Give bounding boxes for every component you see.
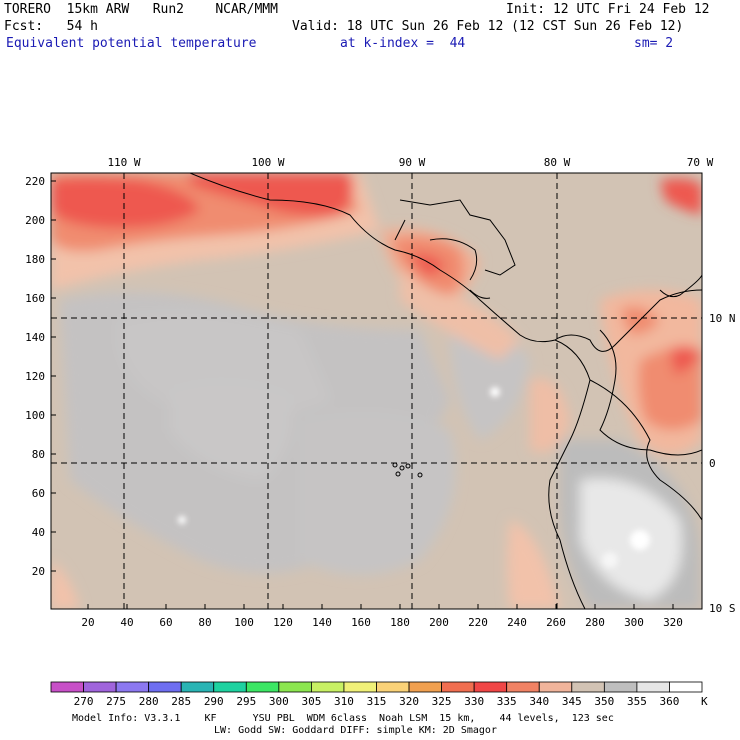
forecast-hour: Fcst: 54 h [4,19,98,34]
colorbar-label: 315 [367,695,387,708]
colorbar-label: 330 [464,695,484,708]
colorbar-label: 295 [236,695,256,708]
colorbar-label: 300 [269,695,289,708]
bottom-label-160: 160 [351,616,371,629]
colorbar-unit: K [701,695,708,708]
bottom-label-20: 20 [81,616,94,629]
bottom-label-180: 180 [390,616,410,629]
colorbar-swatch [278,681,312,693]
right-label-10n: 10 N [709,312,736,325]
colorbar-swatch [408,681,442,693]
bottom-label-280: 280 [585,616,605,629]
top-label-100w: 100 W [251,156,284,169]
bottom-label-200: 200 [429,616,449,629]
top-label-90w: 90 W [399,156,426,169]
colorbar-swatch [148,681,182,693]
colorbar-label: 290 [204,695,224,708]
bottom-label-260: 260 [546,616,566,629]
left-label-60: 60 [32,487,45,500]
right-label-10s: 10 S [709,602,736,615]
colorbar: 270 275 280 285 290 295 300 305 310 315 320 325 330 3… [50,681,703,708]
right-label-0: 0 [709,457,716,470]
colorbar-label: 310 [334,695,354,708]
coastlines [189,173,702,609]
colorbar-swatch [213,681,247,693]
colorbar-label: 275 [106,695,126,708]
smoothing: sm= 2 [634,36,674,51]
left-label-160: 160 [25,292,45,305]
colorbar-label: 280 [139,695,159,708]
colorbar-swatch [376,681,410,693]
colorbar-swatch [636,681,670,693]
colorbar-label: 325 [432,695,452,708]
colorbar-swatch [441,681,475,693]
left-label-180: 180 [25,253,45,266]
model-title: TORERO 15km ARW Run2 NCAR/MMM [4,2,278,17]
colorbar-label: 360 [660,695,680,708]
left-label-200: 200 [25,214,45,227]
colorbar-swatch [115,681,150,693]
colorbar-swatch [473,681,508,693]
colorbar-label: 285 [171,695,191,708]
left-ticks [51,180,56,572]
colorbar-swatch [83,681,117,693]
colorbar-swatch [245,681,280,693]
left-label-40: 40 [32,526,45,539]
top-label-70w: 70 W [687,156,714,169]
k-index: at k-index = 44 [340,36,466,51]
colorbar-swatch [343,681,377,693]
colorbar-label: 305 [301,695,321,708]
colorbar-swatch [180,681,215,693]
colorbar-swatch [310,681,345,693]
left-label-140: 140 [25,331,45,344]
colorbar-swatch [603,681,638,693]
colorbar-label: 345 [562,695,582,708]
colorbar-label: 350 [594,695,614,708]
model-info: Model Info: V3.3.1 KF YSU PBL WDM 6class… [72,713,614,724]
left-label-220: 220 [25,175,45,188]
bottom-ticks [87,604,674,609]
init-time: Init: 12 UTC Fri 24 Feb 12 [506,2,710,17]
colorbar-label: 355 [627,695,647,708]
map-frame [50,172,703,610]
bottom-label-60: 60 [159,616,172,629]
colorbar-swatch [538,681,573,693]
left-label-80: 80 [32,448,45,461]
bottom-label-80: 80 [198,616,211,629]
equivalent-potential-temperature-field [51,173,702,609]
colorbar-label: 340 [529,695,549,708]
graticule [51,173,702,609]
colorbar-swatch [506,681,540,693]
bottom-label-220: 220 [468,616,488,629]
top-label-110w: 110 W [107,156,140,169]
bottom-label-120: 120 [273,616,293,629]
left-label-120: 120 [25,370,45,383]
bottom-label-40: 40 [120,616,133,629]
bottom-label-140: 140 [312,616,332,629]
colorbar-swatch [571,681,605,693]
bottom-label-300: 300 [624,616,644,629]
valid-time: Valid: 18 UTC Sun 26 Feb 12 (12 CST Sun … [292,19,684,34]
colorbar-label: 335 [497,695,517,708]
left-label-100: 100 [25,409,45,422]
bottom-label-320: 320 [663,616,683,629]
field-name: Equivalent potential temperature [6,36,257,51]
bottom-label-240: 240 [507,616,527,629]
colorbar-swatch [50,681,84,693]
model-physics: LW: Godd SW: Goddard DIFF: simple KM: 2D… [214,725,497,736]
bottom-label-100: 100 [234,616,254,629]
colorbar-swatch [669,681,703,693]
colorbar-label: 320 [399,695,419,708]
colorbar-label: 270 [74,695,94,708]
top-label-80w: 80 W [544,156,571,169]
left-label-20: 20 [32,565,45,578]
